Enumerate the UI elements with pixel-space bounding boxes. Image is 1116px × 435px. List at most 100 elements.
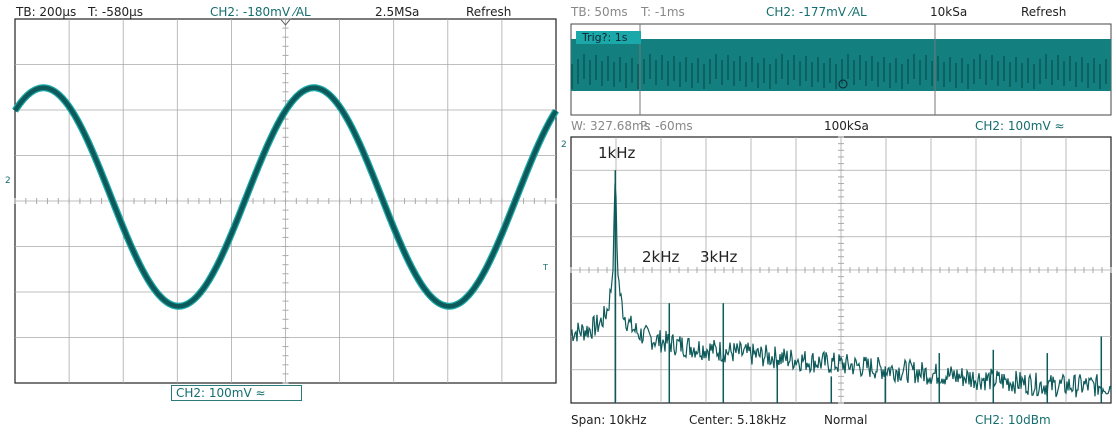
overview-waveform-detail	[745, 62, 747, 87]
overview-waveform-detail	[1069, 56, 1071, 81]
overview-waveform-detail	[577, 59, 579, 84]
overview-waveform-detail	[943, 62, 945, 87]
overview-waveform-detail	[997, 61, 999, 86]
overview-waveform-detail	[607, 56, 609, 81]
overview-waveform-detail	[853, 60, 855, 85]
overview-waveform-detail	[1039, 59, 1041, 84]
overview-waveform-detail	[907, 59, 909, 84]
fft-sample-rate-label: 100kSa	[824, 119, 869, 133]
overview-waveform-detail	[757, 63, 759, 88]
overview-waveform-detail	[613, 62, 615, 87]
trig-status-label: Trig?: 1s	[576, 31, 642, 44]
refresh-mode-label[interactable]: Refresh	[466, 5, 512, 19]
channel-scale-label: CH2: 100mV ≈	[176, 386, 266, 400]
overview-waveform-detail	[985, 60, 987, 85]
overview-waveform-detail	[583, 54, 585, 79]
overview-waveform-detail	[673, 56, 675, 81]
fft-window-label: W: 327.68ms	[571, 119, 650, 133]
overview-trigger-icon	[838, 79, 848, 89]
overview-waveform-detail	[859, 55, 861, 80]
overview-waveform-detail	[865, 61, 867, 86]
fft-channel-marker: 2	[561, 140, 567, 150]
fft-noise-floor	[570, 183, 1112, 398]
fft-position-label: P: -60ms	[640, 119, 693, 133]
overview-waveform-detail	[961, 58, 963, 83]
overview-waveform-detail	[805, 56, 807, 81]
overview-waveform-detail	[847, 54, 849, 79]
overview-waveform-detail	[703, 64, 705, 89]
overview-waveform-detail	[889, 63, 891, 88]
overview-waveform-detail	[601, 61, 603, 86]
overview-waveform-detail	[1075, 62, 1077, 87]
zoom-trigger-level-label: CH2: -177mV ⁄AL	[766, 5, 867, 19]
overview-waveform-detail	[727, 55, 729, 80]
overview-waveform-detail	[793, 55, 795, 80]
overview-waveform-detail	[697, 58, 699, 83]
overview-waveform-detail	[667, 61, 669, 86]
fft-center-label: Center: 5.18kHz	[689, 413, 787, 427]
overview-waveform-detail	[1081, 57, 1083, 82]
overview-waveform-detail	[619, 57, 621, 82]
overview-waveform-detail	[871, 56, 873, 81]
overview-waveform-detail	[901, 64, 903, 89]
overview-waveform-detail	[595, 55, 597, 80]
overview-waveform-detail	[1027, 58, 1029, 83]
overview-waveform-detail	[835, 64, 837, 89]
overview-waveform-detail	[1057, 55, 1059, 80]
fft-mode-label[interactable]: Normal	[824, 413, 868, 427]
overview-waveform-detail	[1021, 63, 1023, 88]
overview-waveform-detail	[781, 54, 783, 79]
overview-waveform-detail	[637, 64, 639, 89]
timebase-label: TB: 200µs	[16, 5, 77, 19]
fft-channel-scale-label: CH2: 100mV ≈	[975, 119, 1065, 133]
overview-waveform-detail	[1045, 54, 1047, 79]
overview-waveform-detail	[691, 63, 693, 88]
fft-peak-label-2: 2kHz	[642, 248, 680, 266]
overview-waveform-detail	[655, 60, 657, 85]
overview-waveform-detail	[925, 55, 927, 80]
overview-waveform-detail	[1093, 58, 1095, 83]
overview-waveform-detail	[1051, 60, 1053, 85]
overview-waveform-detail	[625, 63, 627, 88]
trigger-position-icon	[279, 18, 292, 26]
overview-waveform-detail	[913, 54, 915, 79]
trigger-marker: T	[543, 263, 548, 272]
overview-waveform-detail	[1033, 64, 1035, 89]
fft-peak-label-1: 1kHz	[598, 144, 636, 162]
overview-waveform-detail	[967, 64, 969, 89]
overview-waveform-detail	[1063, 61, 1065, 86]
overview-waveform-detail	[841, 59, 843, 84]
overview-waveform-detail	[751, 57, 753, 82]
trigger-level-label: CH2: -180mV ⁄AL	[210, 5, 311, 19]
overview-waveform-detail	[1009, 62, 1011, 87]
overview-waveform-detail	[1015, 57, 1017, 82]
overview-waveform-detail	[949, 57, 951, 82]
overview-waveform-detail	[787, 60, 789, 85]
overview-waveform-detail	[679, 62, 681, 87]
trigger-time-label: T: -580µs	[88, 5, 143, 19]
overview-waveform-detail	[589, 60, 591, 85]
channel-scale-box[interactable]: CH2: 100mV ≈	[171, 385, 302, 401]
overview-waveform-detail	[643, 59, 645, 84]
fft-span-label: Span: 10kHz	[571, 413, 647, 427]
overview-waveform-detail	[763, 58, 765, 83]
overview-waveform-detail	[769, 64, 771, 89]
zoom-refresh-mode-label[interactable]: Refresh	[1021, 5, 1067, 19]
overview-waveform-detail	[775, 59, 777, 84]
overview-waveform-detail	[739, 56, 741, 81]
fft-channel-level-label: CH2: 10dBm	[975, 413, 1051, 427]
zoom-sample-rate-label: 10kSa	[930, 5, 968, 19]
overview-waveform-detail	[979, 54, 981, 79]
overview-waveform-detail	[1003, 56, 1005, 81]
overview-waveform-detail	[661, 55, 663, 80]
overview-waveform-detail	[919, 60, 921, 85]
overview-waveform-detail	[571, 64, 573, 89]
overview-waveform-detail	[709, 59, 711, 84]
sample-rate-label: 2.5MSa	[375, 5, 420, 19]
overview-waveform-detail	[823, 63, 825, 88]
overview-waveform-detail	[721, 60, 723, 85]
overview-waveform-detail	[937, 56, 939, 81]
zoom-timebase-label: TB: 50ms	[571, 5, 628, 19]
overview-waveform-detail	[1105, 59, 1107, 84]
